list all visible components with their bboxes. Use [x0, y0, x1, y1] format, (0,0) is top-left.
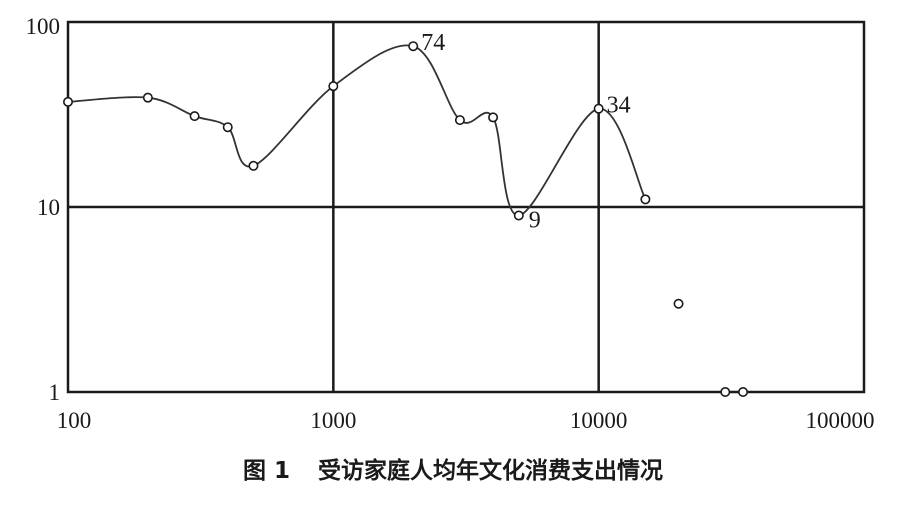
data-point-12 — [673, 298, 684, 309]
y-tick-label-1: 1 — [49, 380, 61, 405]
series-line — [67, 44, 647, 217]
x-tick-label-10000: 10000 — [570, 408, 628, 433]
x-tick-label-100: 100 — [57, 408, 92, 433]
data-point-7 — [454, 115, 465, 126]
data-point-10 — [593, 103, 604, 114]
data-point-3 — [222, 122, 233, 133]
data-point-5 — [328, 81, 339, 92]
data-label-6: 74 — [421, 30, 445, 56]
data-point-11 — [640, 194, 651, 205]
y-tick-label-10: 10 — [37, 195, 60, 220]
grid-lines — [68, 22, 864, 392]
data-points — [62, 41, 749, 397]
data-label-9: 9 — [529, 207, 541, 233]
data-point-13 — [720, 386, 731, 397]
data-point-9 — [513, 210, 524, 221]
data-labels: 74 9 34 — [421, 30, 630, 233]
data-point-8 — [488, 112, 499, 123]
x-tick-label-100000: 100000 — [806, 408, 875, 433]
tick-labels: 100 1000 10000 100000 1 10 100 — [26, 14, 875, 433]
figure-title: 受访家庭人均年文化消费支出情况 — [318, 457, 663, 484]
y-tick-label-100: 100 — [26, 14, 61, 39]
data-point-4 — [248, 160, 259, 171]
figure-number: 图 1 — [243, 458, 290, 484]
data-point-2 — [189, 111, 200, 122]
data-point-6 — [408, 41, 419, 52]
data-point-14 — [738, 386, 749, 397]
figure-caption: 图 1 受访家庭人均年文化消费支出情况 — [243, 457, 663, 484]
data-label-10: 34 — [607, 93, 631, 119]
data-point-0 — [62, 96, 73, 107]
x-tick-label-1000: 1000 — [310, 408, 356, 433]
data-point-1 — [142, 92, 153, 103]
